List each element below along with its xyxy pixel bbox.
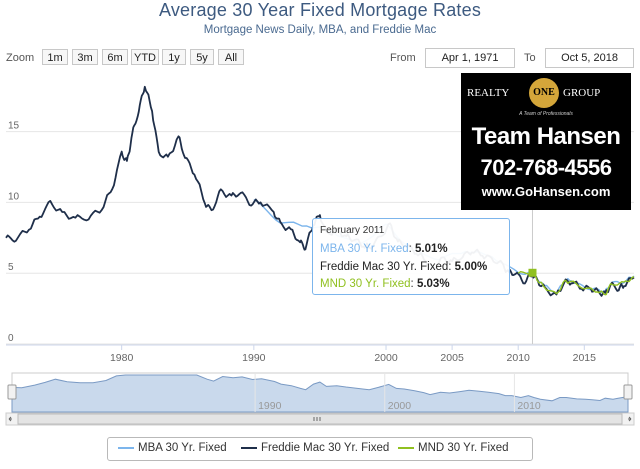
chart-legend: MBA 30 Yr. Fixed Freddie Mac 30 Yr. Fixe… — [107, 437, 533, 461]
chart-subtitle: Mortgage News Daily, MBA, and Freddie Ma… — [203, 24, 437, 36]
navigator-left-handle[interactable] — [7, 384, 17, 400]
advertisement[interactable]: REALTY ONE GROUP A Team of Professionals… — [461, 73, 631, 210]
legend-label: MBA 30 Yr. Fixed — [138, 442, 227, 454]
tooltip-series-name: MBA 30 Yr. Fixed — [320, 243, 409, 255]
ad-website: www.GoHansen.com — [481, 184, 611, 199]
x-tick-label: 1990 — [242, 352, 266, 364]
tooltip-row-mnd: MND 30 Yr. Fixed: 5.03% — [320, 278, 450, 290]
tooltip-value: 5.00% — [454, 261, 488, 273]
y-tick-label: 0 — [8, 333, 14, 344]
legend-item-freddie[interactable]: Freddie Mac 30 Yr. Fixed — [241, 442, 389, 454]
navigator-label: 2010 — [517, 400, 541, 412]
to-date-input[interactable]: Oct 5, 2018 — [545, 48, 634, 68]
ad-tagline: A Team of Professionals — [519, 111, 573, 117]
zoom-label: Zoom — [6, 52, 35, 64]
from-date-input[interactable]: Apr 1, 1971 — [425, 48, 515, 68]
zoom-6m-button[interactable]: 6m — [102, 49, 128, 65]
legend-item-mnd[interactable]: MND 30 Yr. Fixed — [398, 442, 509, 454]
legend-label: Freddie Mac 30 Yr. Fixed — [261, 442, 390, 454]
legend-label: MND 30 Yr. Fixed — [418, 442, 509, 454]
legend-swatch — [118, 446, 134, 449]
hover-marker — [528, 268, 537, 277]
zoom-ytd-button[interactable]: YTD — [131, 49, 159, 65]
zoom-1m-button[interactable]: 1m — [42, 49, 68, 65]
x-tick-label: 1980 — [110, 352, 134, 364]
legend-swatch — [398, 446, 414, 449]
x-tick-label: 2015 — [573, 352, 597, 364]
navigator-label: 2000 — [388, 400, 412, 412]
x-tick-label: 2010 — [507, 352, 531, 364]
tooltip-row-mba: MBA 30 Yr. Fixed: 5.01% — [320, 243, 448, 255]
scrollbar-right-arrow-icon[interactable] — [628, 416, 632, 422]
ad-brand-left: REALTY — [467, 87, 510, 99]
tooltip-value: 5.03% — [416, 278, 450, 290]
ad-brand-right: GROUP — [563, 87, 601, 99]
to-label: To — [524, 52, 536, 64]
x-tick-label: 2005 — [440, 352, 464, 364]
tooltip-date: February 2011 — [320, 225, 385, 236]
x-tick-label: 2000 — [374, 352, 398, 364]
legend-swatch — [241, 446, 257, 449]
ad-team-name: Team Hansen — [471, 123, 621, 150]
navigator-right-handle[interactable] — [623, 384, 633, 400]
scrollbar-left-arrow-icon[interactable] — [8, 416, 12, 422]
ad-phone: 702-768-4556 — [480, 155, 612, 180]
chart-title: Average 30 Year Fixed Mortgage Rates — [158, 0, 482, 20]
from-label: From — [390, 52, 416, 64]
tooltip-row-freddie: Freddie Mac 30 Yr. Fixed: 5.00% — [320, 261, 488, 273]
navigator-label: 1990 — [258, 400, 282, 412]
tooltip-series-name: MND 30 Yr. Fixed — [320, 278, 411, 290]
y-tick-label: 10 — [8, 191, 20, 202]
zoom-3m-button[interactable]: 3m — [72, 49, 98, 65]
series-line-mnd-30-yr-fixed — [517, 271, 635, 296]
data-tooltip: February 2011 MBA 30 Yr. Fixed: 5.01% Fr… — [312, 218, 510, 295]
tooltip-series-name: Freddie Mac 30 Yr. Fixed — [320, 261, 449, 273]
tooltip-value: 5.01% — [415, 243, 448, 255]
zoom-all-button[interactable]: All — [218, 49, 244, 65]
legend-item-mba[interactable]: MBA 30 Yr. Fixed — [118, 442, 227, 454]
y-tick-label: 5 — [8, 262, 14, 273]
zoom-5y-button[interactable]: 5y — [190, 49, 214, 65]
y-tick-label: 15 — [8, 121, 20, 132]
navigator-area — [11, 374, 629, 413]
ad-logo: ONE — [529, 78, 559, 108]
zoom-1y-button[interactable]: 1y — [162, 49, 186, 65]
